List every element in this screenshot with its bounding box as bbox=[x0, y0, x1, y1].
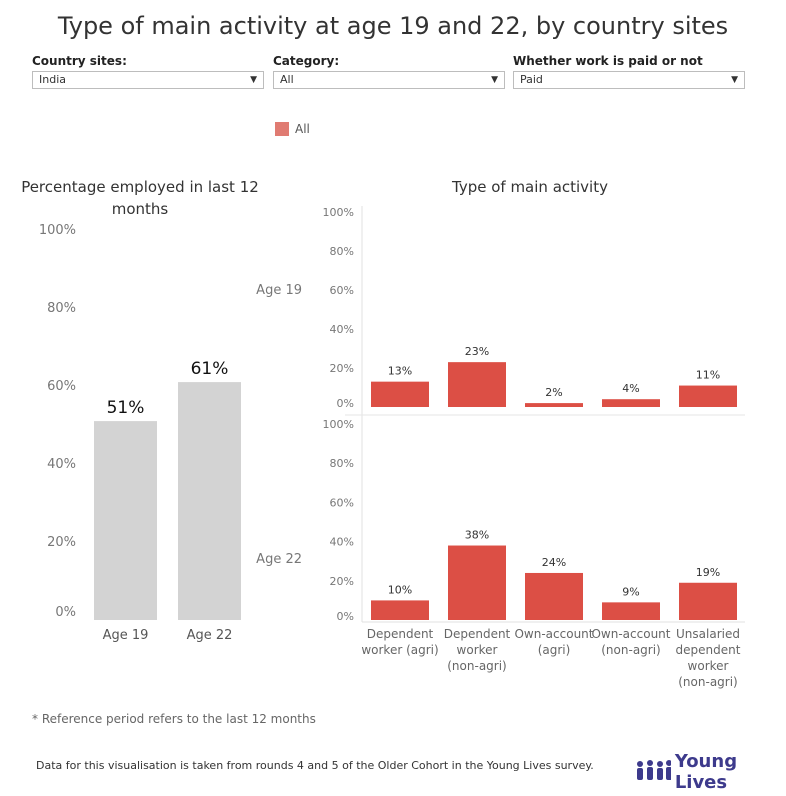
paid-filter[interactable]: Whether work is paid or not Paid ▼ bbox=[513, 54, 745, 89]
x-tick-label: (non-agri) bbox=[447, 659, 506, 673]
x-tick-label: (non-agri) bbox=[678, 675, 737, 689]
x-tick-label: (agri) bbox=[538, 643, 571, 657]
activity-chart-title: Type of main activity bbox=[452, 178, 608, 196]
data-label: 38% bbox=[465, 529, 489, 542]
activity-bar bbox=[525, 572, 583, 620]
y-tick-label: 20% bbox=[330, 575, 354, 588]
x-tick-label: worker (agri) bbox=[361, 643, 438, 657]
y-tick-label: 0% bbox=[55, 605, 76, 620]
x-tick-label: worker bbox=[457, 643, 498, 657]
x-tick-label: (non-agri) bbox=[601, 643, 660, 657]
x-tick-label: Age 19 bbox=[103, 628, 149, 643]
y-tick-label: 40% bbox=[47, 457, 76, 472]
data-label: 10% bbox=[388, 583, 412, 596]
y-tick-label: 60% bbox=[330, 284, 354, 297]
category-filter[interactable]: Category: All ▼ bbox=[273, 54, 505, 89]
y-tick-label: 0% bbox=[337, 397, 354, 410]
young-lives-logo[interactable]: Young Lives bbox=[634, 751, 786, 793]
activity-bar bbox=[525, 403, 583, 407]
category-filter-label: Category: bbox=[273, 54, 340, 68]
activity-bar bbox=[602, 602, 660, 620]
x-tick-label: Own-account bbox=[591, 627, 670, 641]
activity-bar bbox=[448, 545, 506, 620]
activity-bar bbox=[448, 362, 506, 407]
x-tick-label: Dependent bbox=[444, 627, 511, 641]
x-tick-label: Unsalaried bbox=[676, 627, 740, 641]
data-label: 9% bbox=[622, 585, 639, 598]
chevron-down-icon[interactable]: ▼ bbox=[731, 75, 738, 85]
y-tick-label: 40% bbox=[330, 323, 354, 336]
y-tick-label: 20% bbox=[47, 535, 76, 550]
data-label: 11% bbox=[696, 369, 720, 382]
x-tick-label: dependent bbox=[676, 643, 741, 657]
data-label: 2% bbox=[545, 386, 562, 399]
activity-bar bbox=[679, 385, 737, 407]
category-select[interactable]: All ▼ bbox=[273, 71, 505, 89]
category-select-value: All bbox=[280, 73, 294, 86]
data-label: 4% bbox=[622, 382, 639, 395]
data-label: 51% bbox=[107, 398, 145, 418]
y-tick-label: 0% bbox=[337, 610, 354, 623]
page-title: Type of main activity at age 19 and 22, … bbox=[57, 12, 729, 40]
activity-bar bbox=[602, 399, 660, 407]
x-tick-label: Age 22 bbox=[187, 628, 233, 643]
panel-label: Age 19 bbox=[256, 283, 302, 298]
x-tick-label: Dependent bbox=[367, 627, 434, 641]
data-label: 13% bbox=[388, 365, 412, 378]
y-tick-label: 100% bbox=[39, 223, 76, 238]
y-tick-label: 20% bbox=[330, 362, 354, 375]
legend-swatch bbox=[275, 122, 289, 136]
y-tick-label: 100% bbox=[323, 418, 354, 431]
employed-bar bbox=[94, 421, 157, 620]
paid-select[interactable]: Paid ▼ bbox=[513, 71, 745, 89]
country-filter[interactable]: Country sites: India ▼ bbox=[32, 54, 264, 89]
country-select-value: India bbox=[39, 73, 66, 86]
activity-bar bbox=[371, 381, 429, 407]
y-tick-label: 60% bbox=[330, 496, 354, 509]
y-tick-label: 80% bbox=[330, 245, 354, 258]
chart-canvas: 0% 20% 40% 60% 80% 100% 51% Age 19 61% Age 22 Age … bbox=[39, 206, 745, 689]
activity-bar bbox=[371, 600, 429, 620]
logo-text: Young Lives bbox=[674, 751, 738, 793]
data-label: 61% bbox=[191, 359, 229, 379]
reference-note: * Reference period refers to the last 12… bbox=[32, 712, 316, 726]
chevron-down-icon[interactable]: ▼ bbox=[250, 75, 257, 85]
country-filter-label: Country sites: bbox=[32, 54, 127, 68]
data-label: 24% bbox=[542, 556, 566, 569]
employed-bar bbox=[178, 382, 241, 620]
y-tick-label: 100% bbox=[323, 206, 354, 219]
paid-select-value: Paid bbox=[520, 73, 543, 86]
legend[interactable]: All bbox=[275, 122, 310, 136]
data-label: 23% bbox=[465, 345, 489, 358]
chevron-down-icon[interactable]: ▼ bbox=[491, 75, 498, 85]
employed-chart-title: Percentage employed in last 12 months bbox=[21, 178, 259, 218]
y-tick-label: 80% bbox=[330, 457, 354, 470]
y-tick-label: 60% bbox=[47, 379, 76, 394]
x-tick-label: Own-account bbox=[514, 627, 593, 641]
panel-label: Age 22 bbox=[256, 552, 302, 567]
x-tick-label: worker bbox=[688, 659, 729, 673]
source-text: Data for this visualisation is taken fro… bbox=[36, 759, 594, 772]
y-tick-label: 40% bbox=[330, 536, 354, 549]
activity-bar bbox=[679, 582, 737, 620]
paid-filter-label: Whether work is paid or not bbox=[513, 54, 703, 68]
country-select[interactable]: India ▼ bbox=[32, 71, 264, 89]
people-logo-icon bbox=[637, 760, 671, 780]
y-tick-label: 80% bbox=[47, 301, 76, 316]
legend-label: All bbox=[295, 122, 310, 136]
data-label: 19% bbox=[696, 566, 720, 579]
